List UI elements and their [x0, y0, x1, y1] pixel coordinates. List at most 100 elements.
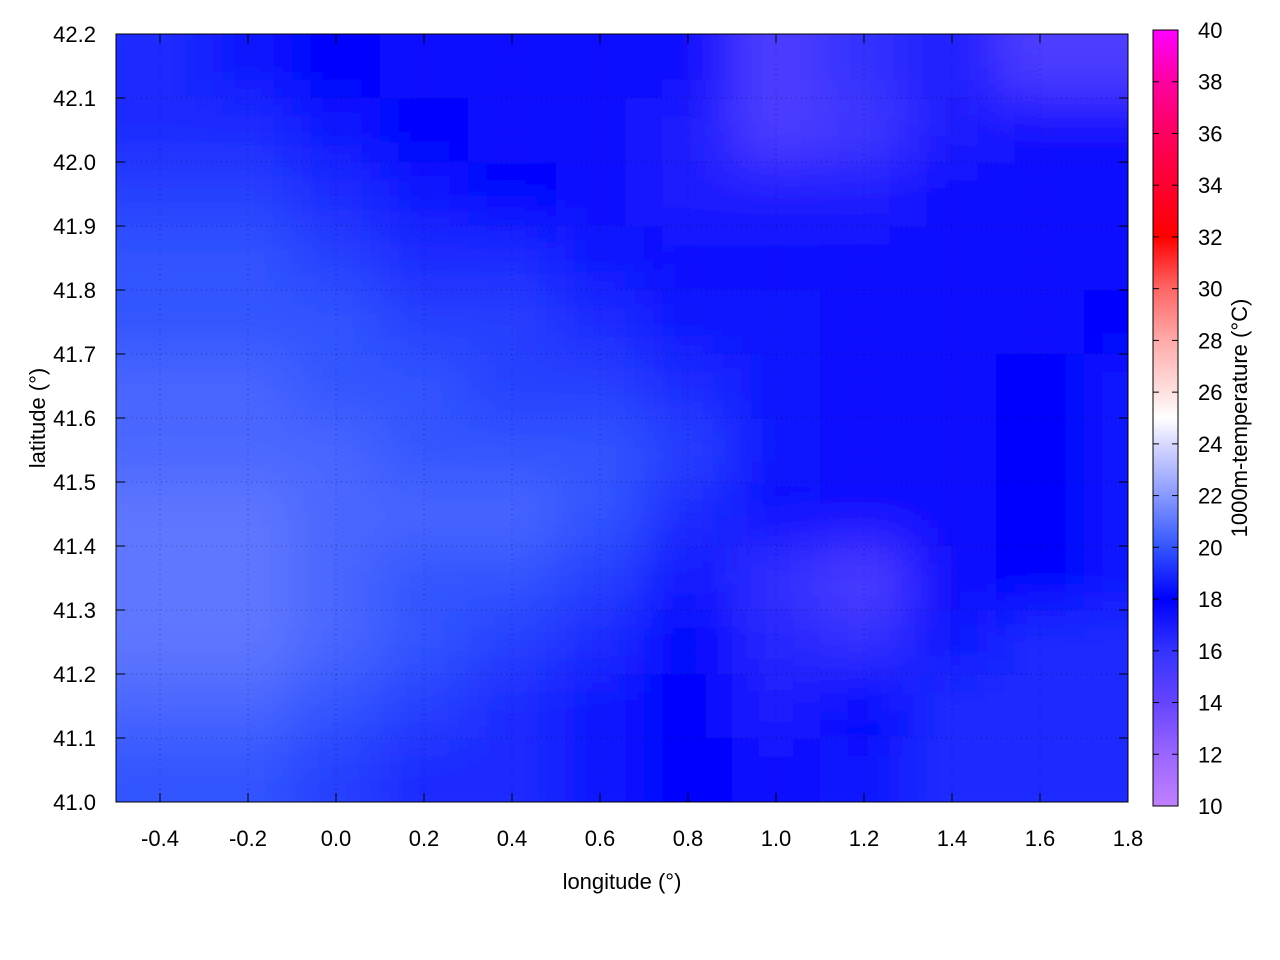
heatmap-cell	[116, 98, 204, 162]
heatmap-cell	[204, 34, 292, 98]
heatmap-cell	[996, 162, 1084, 226]
heatmap-cell	[732, 354, 820, 418]
heatmap-cell	[908, 290, 996, 354]
heatmap-cell	[292, 674, 380, 738]
heatmap-cell	[204, 610, 292, 674]
heatmap-cell	[644, 610, 732, 674]
heatmap-cell	[996, 98, 1084, 162]
x-tick-label: 1.2	[849, 826, 880, 851]
y-tick-label: 41.0	[53, 790, 96, 815]
heatmap-cell	[908, 482, 996, 546]
heatmap-cell	[820, 674, 908, 738]
heatmap-cell	[380, 546, 468, 610]
heatmap-cell	[556, 418, 644, 482]
y-axis-label: latitude (°)	[25, 368, 50, 469]
heatmap-cell	[908, 738, 996, 802]
heatmap-cell	[468, 226, 556, 290]
heatmap-cell	[204, 674, 292, 738]
colorbar-tick-label: 32	[1198, 225, 1222, 250]
heatmap-cell	[820, 546, 908, 610]
heatmap-cell	[556, 354, 644, 418]
y-axis-ticks: 41.0 41.1 41.2 41.3 41.4 41.5 41.6 41.7 41.8 41.9…	[53, 22, 1128, 815]
heatmap-cell	[644, 546, 732, 610]
heatmap-cell	[732, 738, 820, 802]
colorbar-tick-label: 24	[1198, 432, 1222, 457]
heatmap-cell	[732, 226, 820, 290]
heatmap-cell	[116, 738, 204, 802]
heatmap-cell	[1084, 34, 1128, 98]
heatmap-cell	[204, 226, 292, 290]
heatmap-cell	[380, 738, 468, 802]
heatmap-cell	[380, 674, 468, 738]
heatmap-cell	[468, 290, 556, 354]
heatmap-cell	[908, 354, 996, 418]
heatmap-cell	[468, 674, 556, 738]
colorbar-tick-label: 38	[1198, 70, 1222, 95]
heatmap-cell	[116, 354, 204, 418]
heatmap-cell	[116, 418, 204, 482]
heatmap-cell	[204, 98, 292, 162]
heatmap-cell	[732, 290, 820, 354]
y-tick-label: 41.1	[53, 726, 96, 751]
heatmap-cell	[292, 226, 380, 290]
heatmap-cell	[1084, 290, 1128, 354]
y-tick-label: 41.5	[53, 470, 96, 495]
colorbar-tick-label: 22	[1198, 484, 1222, 509]
heatmap-cell	[820, 354, 908, 418]
heatmap-cell	[732, 34, 820, 98]
heatmap-cell	[908, 674, 996, 738]
heatmap-cell	[732, 162, 820, 226]
heatmap-cell	[380, 34, 468, 98]
heatmap-cell	[556, 738, 644, 802]
heatmap-cell	[292, 290, 380, 354]
heatmap-cell	[1084, 418, 1128, 482]
heatmap-cell	[468, 610, 556, 674]
x-tick-label: 0.0	[321, 826, 352, 851]
heatmap-cell	[204, 162, 292, 226]
heatmap-cell	[116, 34, 204, 98]
heatmap-cell	[732, 482, 820, 546]
heatmap-cell	[908, 418, 996, 482]
x-tick-label: 0.2	[409, 826, 440, 851]
heatmap-cell	[380, 290, 468, 354]
x-tick-label: 1.6	[1025, 826, 1056, 851]
heatmap-cell	[116, 290, 204, 354]
colorbar-tick-label: 18	[1198, 587, 1222, 612]
heatmap-cell	[204, 418, 292, 482]
heatmap-cell	[556, 546, 644, 610]
heatmap-cell	[116, 226, 204, 290]
y-tick-label: 41.4	[53, 534, 96, 559]
heatmap-cell	[292, 610, 380, 674]
colorbar-label: 1000m-temperature (°C)	[1227, 299, 1252, 538]
heatmap-cell	[468, 738, 556, 802]
colorbar-tick-label: 10	[1198, 794, 1222, 819]
heatmap-cell	[820, 162, 908, 226]
heatmap-cell	[380, 418, 468, 482]
heatmap-cell	[468, 354, 556, 418]
heatmap-cell	[380, 98, 468, 162]
x-tick-label: 0.8	[673, 826, 704, 851]
heatmap-cell	[1084, 610, 1128, 674]
heatmap-cell	[556, 610, 644, 674]
heatmap-cell	[996, 674, 1084, 738]
heatmap-cell	[204, 354, 292, 418]
heatmap-cell	[908, 610, 996, 674]
heatmap-cell	[1084, 738, 1128, 802]
heatmap-cell	[820, 418, 908, 482]
heatmap-cell	[380, 354, 468, 418]
heatmap-cell	[732, 674, 820, 738]
x-tick-label: -0.4	[141, 826, 179, 851]
heatmap-cell	[644, 738, 732, 802]
heatmap-cell	[732, 610, 820, 674]
heatmap-cell	[908, 34, 996, 98]
heatmap-cell	[116, 674, 204, 738]
heatmap-cell	[468, 482, 556, 546]
x-tick-label: -0.2	[229, 826, 267, 851]
heatmap-cell	[908, 226, 996, 290]
heatmap-cell	[556, 674, 644, 738]
heatmap-cell	[908, 98, 996, 162]
colorbar-tick-label: 28	[1198, 328, 1222, 353]
y-tick-label: 41.3	[53, 598, 96, 623]
heatmap-cell	[908, 162, 996, 226]
